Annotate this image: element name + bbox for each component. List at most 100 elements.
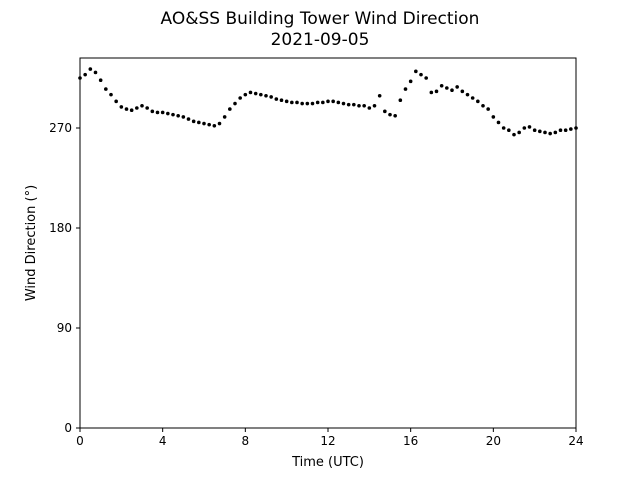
data-point [88, 67, 93, 71]
data-point [496, 120, 501, 125]
x-tick-label: 12 [320, 434, 335, 448]
x-tick-label: 16 [403, 434, 418, 448]
data-point [243, 92, 248, 97]
x-axis-label: Time (UTC) [291, 455, 364, 470]
data-point [331, 99, 335, 104]
data-point [284, 99, 289, 104]
data-point [160, 110, 165, 115]
data-point [222, 115, 227, 119]
data-point [155, 110, 160, 115]
y-tick-label: 180 [49, 221, 72, 235]
data-point [393, 113, 397, 118]
x-tick-label: 4 [159, 434, 167, 448]
data-point [455, 85, 459, 89]
data-point [181, 115, 186, 119]
data-point [486, 107, 490, 111]
data-point [439, 83, 444, 88]
data-point [398, 98, 403, 103]
data-point [150, 109, 155, 114]
data-point [119, 105, 124, 109]
data-point [109, 92, 113, 97]
data-point [419, 72, 423, 77]
data-point [517, 130, 521, 135]
data-point [135, 106, 139, 110]
data-point [543, 130, 547, 135]
data-point [326, 99, 330, 104]
data-point [445, 86, 449, 90]
data-point [383, 109, 387, 114]
data-point [460, 89, 465, 94]
data-point [114, 99, 118, 104]
data-point [527, 125, 532, 129]
data-point [403, 87, 408, 91]
data-point [357, 103, 361, 108]
data-point [264, 93, 268, 98]
data-point [238, 96, 242, 100]
data-point [274, 97, 279, 101]
data-point [424, 76, 428, 80]
x-tick-label: 8 [242, 434, 250, 448]
data-point [408, 79, 413, 84]
data-point [295, 100, 299, 105]
data-point [207, 122, 211, 127]
data-point [191, 119, 196, 124]
y-tick-label: 0 [64, 421, 72, 435]
data-point [336, 100, 341, 105]
plot-frame [79, 57, 577, 429]
data-point [315, 100, 320, 105]
data-point [558, 128, 563, 133]
data-point [186, 117, 191, 121]
data-point [470, 96, 475, 100]
data-point [104, 87, 108, 91]
y-tick-label: 90 [57, 321, 72, 335]
x-tick-label: 0 [76, 434, 84, 448]
data-point [569, 127, 573, 131]
data-point [145, 106, 149, 110]
data-point [388, 112, 392, 117]
data-point [290, 100, 294, 105]
data-point [253, 91, 258, 96]
data-point [512, 132, 516, 137]
y-tick-label: 270 [49, 121, 72, 135]
data-point [367, 106, 372, 110]
data-point [259, 92, 263, 97]
data-point [98, 78, 103, 83]
chart-subtitle: 2021-09-05 [271, 30, 370, 50]
data-point [346, 102, 351, 107]
data-point [124, 107, 129, 111]
data-point [321, 100, 325, 105]
data-point [352, 102, 356, 107]
x-tick-label: 24 [568, 434, 583, 448]
data-point [83, 72, 87, 77]
data-point [212, 123, 217, 128]
data-point [372, 103, 377, 108]
data-point [377, 93, 382, 98]
data-point [228, 107, 232, 111]
data-point [538, 129, 542, 134]
data-point [414, 69, 418, 74]
data-point [481, 103, 485, 108]
y-axis-ticks: 0 90 180 270 [49, 121, 80, 435]
data-point [507, 128, 511, 133]
data-point [465, 92, 470, 97]
data-point [429, 90, 434, 95]
data-point [501, 126, 506, 130]
data-point [563, 128, 568, 133]
y-axis-label: Wind Direction (°) [24, 185, 39, 301]
data-point [166, 111, 170, 116]
data-point [140, 103, 144, 108]
data-point [548, 131, 552, 136]
data-point [532, 128, 537, 133]
data-point [362, 103, 366, 108]
data-point [202, 121, 206, 126]
data-points [78, 67, 578, 137]
data-point [476, 99, 480, 104]
data-point [197, 120, 201, 125]
data-point [217, 121, 222, 126]
data-point [233, 101, 237, 106]
data-point [269, 95, 273, 99]
data-point [93, 70, 98, 75]
data-point [248, 90, 253, 95]
data-point [434, 89, 439, 94]
